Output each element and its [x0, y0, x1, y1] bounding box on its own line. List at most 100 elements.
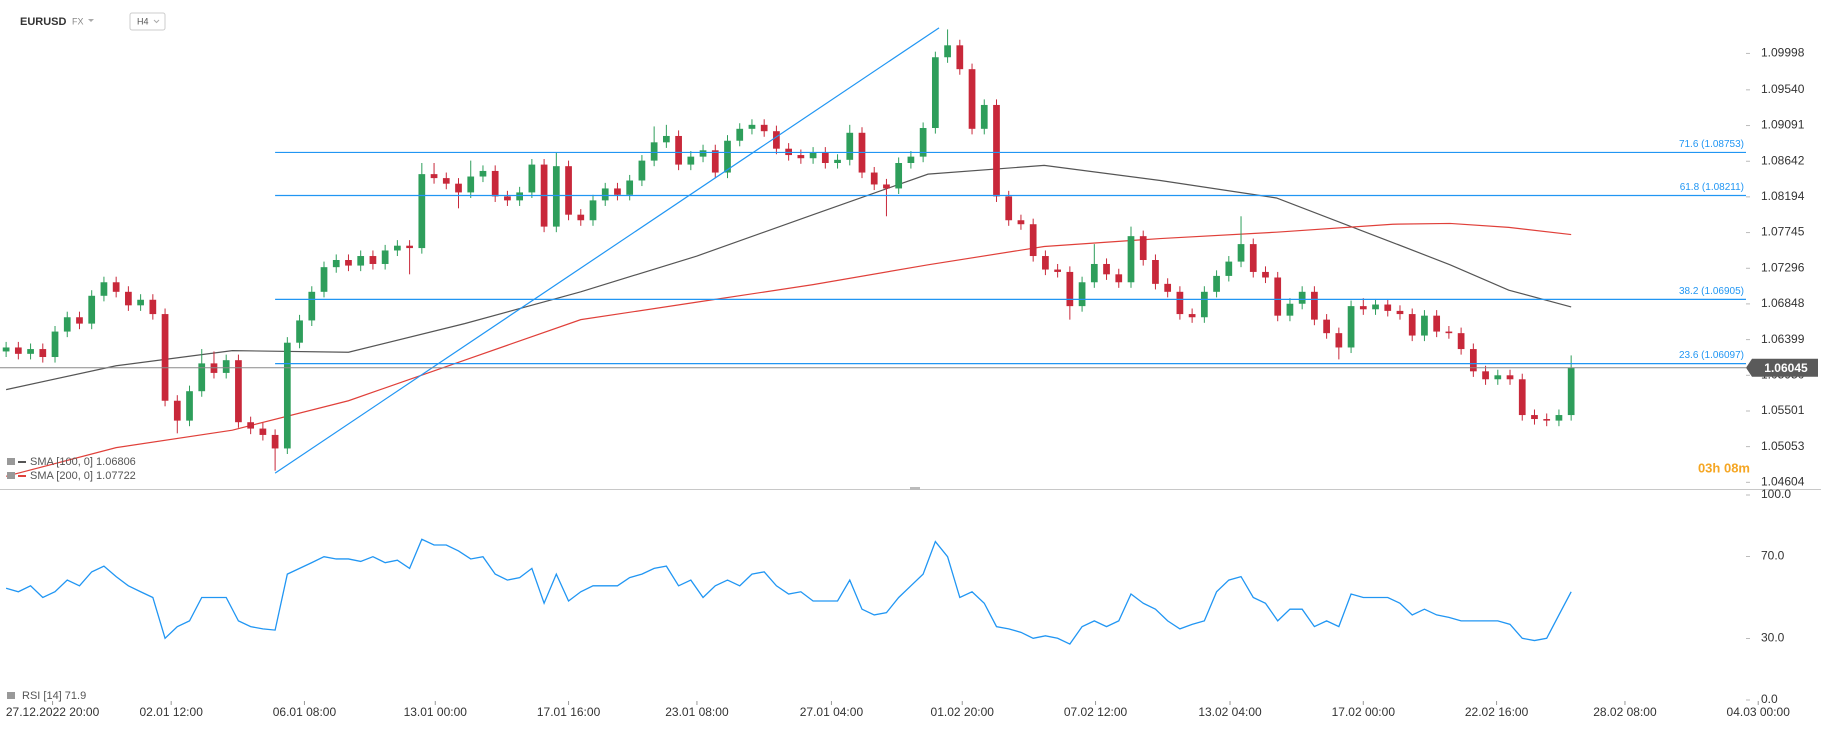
candle-body — [919, 128, 927, 157]
candle-body — [283, 342, 291, 449]
candle-body — [638, 160, 646, 181]
candle-body — [235, 360, 242, 423]
fib-label: 23.6 (1.06097) — [1679, 350, 1744, 361]
candle-body — [1274, 277, 1282, 316]
candle-body — [76, 317, 83, 324]
candle-body — [14, 347, 22, 354]
candle-body — [956, 45, 964, 70]
y-tick-label: 1.07296 — [1761, 260, 1805, 274]
candle-body — [980, 104, 988, 129]
candle-body — [993, 104, 1000, 197]
candle-body — [1494, 375, 1502, 380]
candle-body — [1543, 419, 1551, 421]
candle-body — [63, 317, 71, 332]
candle-body — [1115, 274, 1123, 283]
panel-handle[interactable] — [910, 487, 920, 490]
candle-body — [699, 150, 707, 157]
candle-body — [1396, 310, 1404, 315]
candle-body — [565, 166, 572, 215]
candle-body — [1188, 314, 1196, 318]
timeframe-box[interactable] — [129, 12, 166, 31]
candle-body — [161, 314, 169, 401]
candle-body — [222, 360, 230, 373]
candle-body — [760, 124, 768, 132]
legend-icon[interactable] — [7, 472, 15, 479]
x-tick-label: 07.02 12:00 — [1064, 705, 1128, 719]
candle-body — [577, 214, 585, 221]
x-tick-label: 27.01 04:00 — [800, 705, 864, 719]
legend-label: RSI [14] 71.9 — [22, 690, 86, 702]
candle-body — [186, 391, 193, 421]
last-price-box — [1746, 358, 1818, 377]
candle-body — [614, 188, 621, 195]
candle-body — [1506, 375, 1514, 380]
candle-body — [39, 349, 47, 358]
y-tick-label: 1.06399 — [1761, 332, 1805, 346]
candle-body — [1335, 333, 1343, 348]
legend-icon[interactable] — [7, 458, 15, 465]
candle-body — [1531, 415, 1538, 420]
candle-body — [1482, 371, 1489, 380]
candle-body — [870, 172, 878, 185]
y-tick-label: 1.08194 — [1761, 189, 1805, 203]
x-tick-label: 17.01 16:00 — [537, 705, 601, 719]
candle-body — [663, 135, 670, 143]
candle-body — [1042, 256, 1049, 270]
candle-body — [381, 250, 389, 264]
candle-body — [1164, 283, 1172, 292]
y-tick-label: 0.0 — [1761, 692, 1778, 706]
candle-body — [320, 267, 328, 292]
timeframe[interactable]: H4 — [137, 16, 149, 26]
candle-body — [491, 170, 499, 197]
candle-body — [528, 164, 536, 193]
dropdown-caret — [88, 19, 94, 22]
candle-body — [259, 428, 267, 435]
candle-body — [1054, 269, 1061, 272]
candle-body — [442, 178, 450, 184]
y-tick-label: 1.08642 — [1761, 153, 1805, 167]
candle-body — [516, 192, 524, 201]
candle-body — [88, 295, 96, 324]
x-tick-label: 17.02 00:00 — [1332, 705, 1396, 719]
candle-body — [125, 291, 132, 306]
candle-body — [687, 156, 695, 165]
candle-body — [112, 282, 120, 292]
candle-body — [27, 349, 34, 354]
candle-body — [846, 132, 854, 160]
candle-body — [2, 347, 10, 352]
fib-label: 71.6 (1.08753) — [1679, 139, 1744, 150]
candle-body — [1421, 315, 1428, 336]
candle-body — [296, 320, 303, 343]
y-tick-label: 1.06848 — [1761, 296, 1805, 310]
legend-icon[interactable] — [7, 692, 15, 699]
candle-body — [455, 183, 462, 193]
candle-body — [1127, 236, 1135, 283]
candle-body — [883, 184, 890, 189]
candle-body — [100, 282, 108, 296]
candle-body — [467, 176, 475, 193]
candle-body — [357, 256, 365, 266]
candle-body — [589, 200, 597, 221]
legend-label: SMA [200, 0] 1.07722 — [30, 470, 136, 482]
candle-body — [1225, 261, 1233, 276]
candle-body — [1262, 271, 1269, 278]
y-tick-label: 30.0 — [1761, 631, 1785, 645]
candle-body — [944, 45, 951, 58]
candle-body — [1298, 291, 1306, 304]
candle-body — [1017, 220, 1025, 225]
y-tick-label: 100.0 — [1761, 487, 1791, 501]
candle-body — [675, 135, 682, 165]
candle-body — [1518, 379, 1526, 416]
candle-body — [332, 260, 340, 268]
candle-body — [1445, 331, 1453, 334]
x-tick-label: 22.02 16:00 — [1465, 705, 1529, 719]
candle-body — [271, 434, 279, 449]
candle-body — [650, 142, 658, 161]
candle-body — [1359, 306, 1367, 310]
candle-body — [1237, 244, 1245, 262]
market[interactable]: FX — [72, 16, 84, 26]
candle-body — [1384, 304, 1392, 311]
candle-body — [504, 196, 511, 201]
candle-body — [1567, 367, 1575, 416]
candle-body — [809, 152, 817, 159]
